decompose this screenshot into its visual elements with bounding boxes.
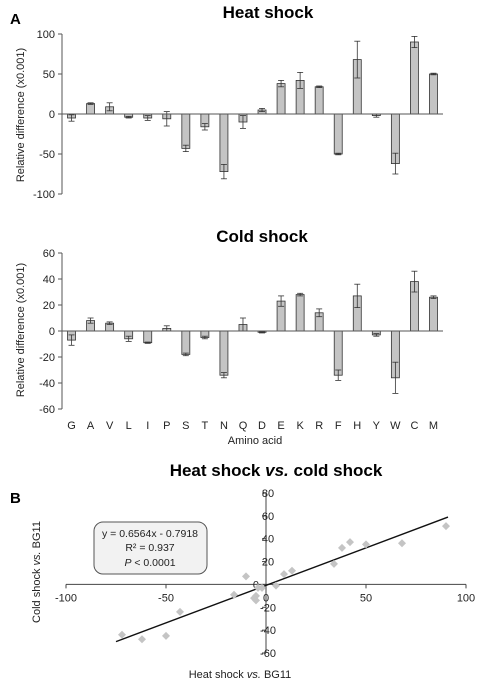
scatter-point — [280, 570, 288, 579]
scatter-xtick-label: -50 — [158, 592, 174, 604]
cold-xtick-label-E: E — [277, 420, 284, 432]
cold-xtick-label-S: S — [182, 420, 189, 432]
amino-acid-xlabel: Amino acid — [228, 435, 282, 447]
cold-xtick-label-W: W — [390, 420, 401, 432]
panel-b-letter: B — [10, 490, 21, 507]
scatter-point — [118, 630, 126, 639]
scatter-point — [138, 635, 146, 644]
scatter-ylabel: Cold shock vs. BG11 — [31, 521, 43, 623]
scatter-xlabel: Heat shock vs. BG11 — [189, 669, 292, 681]
scatter-ytick-label: -20 — [260, 602, 276, 614]
cold-bar-K — [295, 294, 305, 332]
cold-xtick-label-F: F — [335, 420, 342, 432]
scatter-point — [252, 591, 260, 600]
cold-xtick-label-T: T — [202, 420, 209, 432]
cold-bar-S — [181, 330, 191, 355]
cold-shock-ylabel: Relative difference (x0.001) — [15, 263, 27, 397]
heat-shock-title: Heat shock — [223, 3, 314, 22]
heat-bar-C — [410, 41, 419, 115]
r-squared: R² = 0.937 — [125, 542, 174, 554]
scatter-point — [162, 631, 170, 640]
scatter-ytick-label: -60 — [260, 648, 276, 660]
scatter-point — [362, 540, 370, 549]
cold-xtick-label-D: D — [258, 420, 266, 432]
scatter-point — [288, 566, 296, 575]
scatter-ytick-label: 80 — [262, 488, 274, 500]
cold-shock-title: Cold shock — [216, 227, 308, 246]
heat-ytick-label: -100 — [33, 189, 55, 201]
cold-ytick-label: -20 — [39, 352, 55, 364]
cold-xtick-label-H: H — [353, 420, 361, 432]
scatter-xtick-label: 0 — [263, 592, 269, 604]
heat-bar-A — [86, 103, 95, 115]
scatter-xtick-label: 100 — [457, 592, 475, 604]
cold-xtick-label-L: L — [126, 420, 132, 432]
cold-ytick-label: -40 — [39, 378, 55, 390]
scatter-point — [272, 581, 280, 590]
cold-ytick-label: 40 — [43, 274, 55, 286]
cold-xtick-label-N: N — [220, 420, 228, 432]
scatter-ytick-label: 40 — [262, 534, 274, 546]
heat-ytick-label: -50 — [39, 149, 55, 161]
scatter-point — [242, 572, 250, 581]
cold-xtick-label-Q: Q — [239, 420, 248, 432]
trendline — [115, 516, 449, 643]
heat-ytick-label: 0 — [49, 109, 55, 121]
heat-ytick-label: 50 — [43, 69, 55, 81]
cold-xtick-label-P: P — [163, 420, 170, 432]
scatter-point — [346, 538, 354, 547]
scatter-title: Heat shock vs. cold shock — [170, 461, 383, 480]
equation-box: y = 0.6564x - 0.7918 R² = 0.937 P < 0.00… — [93, 521, 208, 575]
cold-xtick-label-G: G — [67, 420, 76, 432]
cold-xtick-label-K: K — [296, 420, 304, 432]
scatter-ytick-label: 20 — [262, 557, 274, 569]
scatter-point — [230, 590, 238, 599]
cold-xtick-label-A: A — [87, 420, 95, 432]
cold-shock-chart: Cold shock Relative difference (x0.001) … — [15, 227, 443, 447]
cold-ytick-label: 20 — [43, 300, 55, 312]
cold-bar-I — [143, 330, 153, 344]
heat-bar-E — [276, 83, 286, 115]
p-value: P < 0.0001 — [124, 557, 175, 569]
scatter-xtick-label: 50 — [360, 592, 372, 604]
cold-xtick-label-C: C — [410, 420, 418, 432]
scatter-ytick-label: 60 — [262, 511, 274, 523]
scatter-point — [252, 596, 260, 605]
scatter-point — [258, 583, 266, 592]
cold-ytick-label: 0 — [49, 326, 55, 338]
scatter-chart: Heat shock vs. cold shock Cold shock vs.… — [31, 461, 475, 681]
heat-shock-chart: Heat shock Relative difference (x0.001) … — [15, 3, 443, 201]
cold-bar-N — [219, 330, 229, 376]
heat-ytick-label: 100 — [37, 29, 55, 41]
scatter-point — [330, 559, 338, 568]
scatter-ytick-label: -40 — [260, 625, 276, 637]
heat-bar-N — [219, 113, 229, 172]
cold-xtick-label-R: R — [315, 420, 323, 432]
regression-equation: y = 0.6564x - 0.7918 — [102, 528, 198, 540]
heat-bar-M — [429, 73, 438, 115]
scatter-ytick-label: 0 — [253, 579, 259, 591]
cold-xtick-label-I: I — [146, 420, 149, 432]
scatter-point — [338, 543, 346, 552]
cold-xtick-label-Y: Y — [373, 420, 381, 432]
cold-bar-F — [333, 330, 343, 376]
cold-xtick-label-M: M — [429, 420, 438, 432]
heat-bar-F — [333, 113, 343, 155]
scatter-point — [442, 522, 450, 531]
heat-bar-R — [314, 86, 324, 115]
heat-shock-ylabel: Relative difference (x0.001) — [15, 48, 27, 182]
cold-ytick-label: -60 — [39, 404, 55, 416]
cold-bar-M — [429, 296, 438, 332]
panel-a-letter: A — [10, 11, 21, 28]
scatter-point — [398, 539, 406, 548]
cold-xtick-label-V: V — [106, 420, 114, 432]
heat-bar-S — [181, 113, 191, 149]
scatter-point — [176, 607, 184, 616]
cold-ytick-label: 60 — [43, 248, 55, 260]
scatter-xtick-label: -100 — [55, 592, 77, 604]
